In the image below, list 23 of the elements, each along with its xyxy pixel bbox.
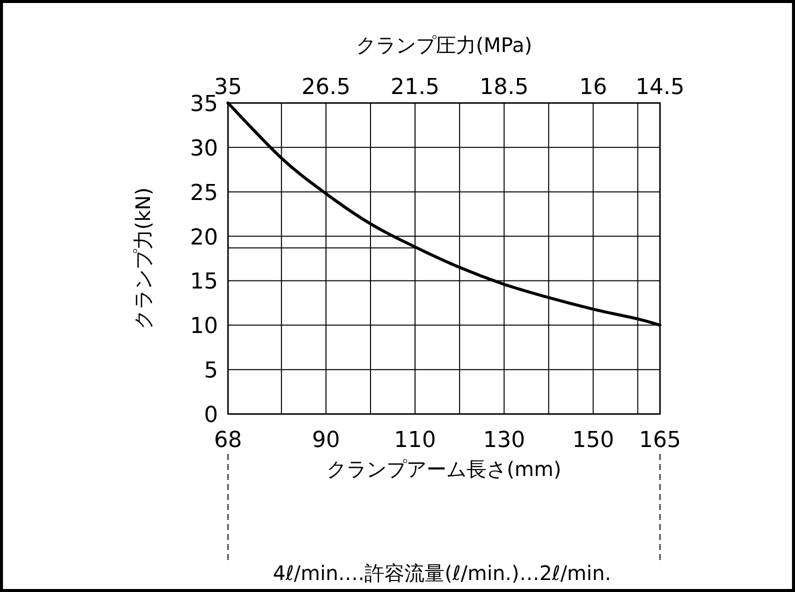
annotation: 35 — [214, 75, 242, 100]
xtick: 130 — [483, 428, 526, 453]
annotation: 21.5 — [390, 75, 440, 100]
xlabel: クランプアーム長さ(mm) — [326, 457, 562, 481]
xtick: 90 — [312, 428, 340, 453]
ytick: 20 — [190, 225, 218, 250]
x2label: クランプ圧力(MPa) — [356, 33, 532, 57]
annotation: 18.5 — [480, 75, 529, 100]
ytick: 5 — [204, 358, 218, 384]
xtick: 68 — [214, 428, 242, 453]
ytick: 10 — [190, 314, 218, 340]
xtick: 150 — [572, 428, 614, 453]
annotation: 16 — [579, 75, 608, 100]
annotation: 26.5 — [301, 75, 350, 100]
ytick: 25 — [190, 180, 218, 206]
ytick: 0 — [204, 403, 218, 428]
annotation: 14.5 — [636, 75, 684, 100]
ytick: 15 — [190, 270, 218, 295]
xtick: 165 — [639, 428, 681, 453]
xtick: 110 — [394, 428, 436, 453]
annotation: 4ℓ/min.…許容流量(ℓ/min.)…2ℓ/min. — [272, 561, 612, 585]
ytick: 30 — [190, 136, 218, 162]
ylabel: クランプ力(kN) — [131, 187, 155, 330]
